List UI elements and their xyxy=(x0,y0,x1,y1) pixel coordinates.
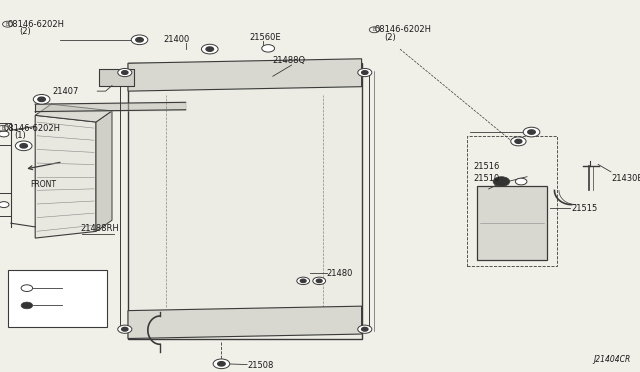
Text: 21407: 21407 xyxy=(52,87,79,96)
Text: 21430E: 21430E xyxy=(611,174,640,183)
Circle shape xyxy=(300,279,306,283)
Text: FRONT: FRONT xyxy=(31,180,57,189)
Text: 21508: 21508 xyxy=(247,361,273,370)
Text: B: B xyxy=(372,27,376,32)
Circle shape xyxy=(515,178,527,185)
Circle shape xyxy=(136,38,143,42)
Circle shape xyxy=(515,140,522,143)
Circle shape xyxy=(15,141,32,151)
Text: B: B xyxy=(6,22,10,27)
Bar xyxy=(467,136,557,266)
Circle shape xyxy=(493,177,509,186)
Text: 08146-6202H: 08146-6202H xyxy=(374,25,431,34)
Text: 21510: 21510 xyxy=(474,174,500,183)
Text: B: B xyxy=(1,126,5,131)
Circle shape xyxy=(358,325,372,333)
Text: 21488RH: 21488RH xyxy=(80,224,119,232)
Circle shape xyxy=(362,327,368,331)
Circle shape xyxy=(202,44,218,54)
Circle shape xyxy=(362,71,368,74)
Text: (2): (2) xyxy=(384,33,396,42)
Bar xyxy=(99,69,134,86)
Text: 08146-6202H: 08146-6202H xyxy=(8,20,65,29)
Circle shape xyxy=(33,94,50,104)
Text: 08146-6202H: 08146-6202H xyxy=(3,124,60,133)
Circle shape xyxy=(122,327,128,331)
Text: 21488Q: 21488Q xyxy=(273,56,306,65)
Circle shape xyxy=(131,35,148,45)
Circle shape xyxy=(523,127,540,137)
Circle shape xyxy=(213,359,230,369)
Text: 21560E: 21560E xyxy=(250,33,281,42)
Polygon shape xyxy=(96,111,112,231)
Circle shape xyxy=(313,277,326,285)
Circle shape xyxy=(118,68,132,77)
Circle shape xyxy=(297,277,310,285)
Polygon shape xyxy=(35,104,112,122)
Text: SEC.210: SEC.210 xyxy=(14,317,44,323)
Circle shape xyxy=(21,285,33,292)
Circle shape xyxy=(316,279,322,283)
Text: 21430: 21430 xyxy=(45,298,70,307)
Circle shape xyxy=(206,47,214,51)
Circle shape xyxy=(38,97,45,102)
Text: (2): (2) xyxy=(19,27,31,36)
Circle shape xyxy=(21,302,33,309)
Text: 21435: 21435 xyxy=(45,281,70,290)
Text: 21480: 21480 xyxy=(326,269,353,278)
Text: (1): (1) xyxy=(14,131,26,140)
Text: 21400: 21400 xyxy=(163,35,189,44)
Circle shape xyxy=(0,202,9,208)
Circle shape xyxy=(358,68,372,77)
Bar xyxy=(477,186,547,260)
Circle shape xyxy=(218,362,225,366)
Polygon shape xyxy=(35,115,96,238)
Polygon shape xyxy=(128,306,362,339)
Circle shape xyxy=(0,131,9,137)
Circle shape xyxy=(511,137,526,146)
Text: 21515: 21515 xyxy=(572,204,598,213)
Text: 21516: 21516 xyxy=(474,162,500,171)
Bar xyxy=(8,270,107,327)
Circle shape xyxy=(20,144,28,148)
Polygon shape xyxy=(128,59,362,91)
Bar xyxy=(128,63,362,339)
Circle shape xyxy=(118,325,132,333)
Circle shape xyxy=(528,130,535,134)
Bar xyxy=(0,123,11,145)
Circle shape xyxy=(262,45,275,52)
Bar xyxy=(0,193,11,216)
Circle shape xyxy=(122,71,128,74)
Text: J21404CR: J21404CR xyxy=(593,355,630,364)
